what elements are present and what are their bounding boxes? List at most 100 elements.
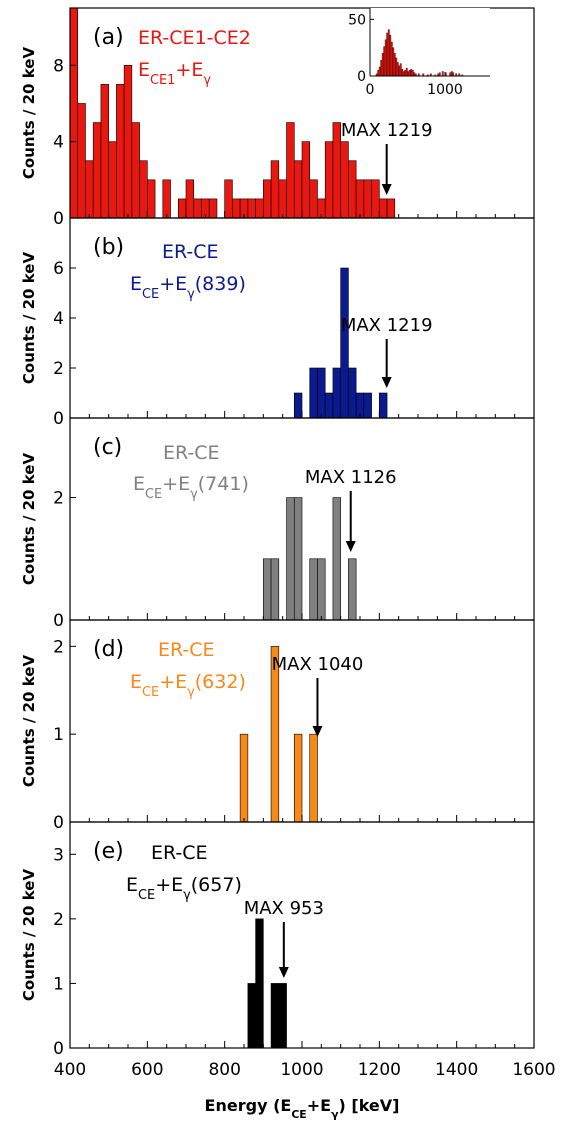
legend-line: ER-CE — [163, 442, 220, 464]
histogram-bar — [309, 179, 318, 219]
y-tick-label: 2 — [53, 910, 64, 930]
histogram-bar — [386, 198, 396, 219]
y-axis-label: Counts / 20 keV — [20, 252, 38, 385]
histogram-bar — [379, 392, 388, 419]
max-annotation: MAX 1219 — [341, 120, 433, 141]
histogram-bar — [317, 558, 326, 621]
histogram-bar — [263, 558, 272, 621]
inset-bar — [383, 46, 386, 77]
y-axis-label: Counts / 20 keV — [20, 47, 38, 180]
histogram-bar — [340, 267, 349, 419]
histogram-bar — [324, 392, 334, 419]
y-axis-label: Counts / 20 keV — [20, 655, 38, 788]
histogram-bar — [92, 122, 102, 219]
histogram-bar — [363, 179, 372, 219]
inset-bar — [380, 59, 383, 77]
histogram-bar — [263, 179, 272, 219]
inset-bar — [396, 62, 399, 77]
y-tick-label: 4 — [53, 309, 64, 329]
x-tick-label: 400 — [54, 1060, 86, 1080]
histogram-bar — [332, 367, 341, 419]
histogram-bar — [255, 198, 264, 219]
histogram-bar — [108, 141, 117, 219]
y-axis-label: Counts / 20 keV — [20, 869, 38, 1002]
histogram-bar — [309, 367, 318, 419]
histogram-bar — [348, 160, 357, 219]
inset-bar — [389, 35, 392, 77]
plot-frame — [69, 217, 535, 419]
y-tick-label: 0 — [53, 611, 64, 631]
histogram-bar — [69, 7, 79, 219]
histogram-bar — [332, 497, 341, 621]
legend-line: ER-CE — [162, 241, 219, 263]
legend-line: ER-CE1-CE2 — [138, 27, 251, 49]
y-tick-label: 0 — [53, 209, 64, 229]
plot-frame — [69, 821, 535, 1049]
inset-bar — [390, 41, 393, 77]
histogram-bar — [85, 160, 94, 219]
histogram-bar — [332, 122, 341, 219]
x-tick-label: 800 — [208, 1060, 240, 1080]
y-tick-label: 4 — [53, 133, 64, 153]
max-arrow-head — [312, 726, 323, 737]
inset-bar — [401, 69, 404, 77]
histogram-bar — [371, 179, 380, 219]
histogram-bar — [224, 179, 233, 219]
legend-line: ECE+Eγ(632) — [130, 671, 246, 700]
inset-bar — [392, 47, 395, 77]
histogram-bar — [131, 122, 140, 219]
y-tick-label: 2 — [53, 637, 64, 657]
panel-label: (e) — [93, 839, 124, 864]
histogram-bar — [232, 198, 241, 219]
panel-e: 0 1 2 3 Counts / 20 keV (e) ER-CE ECE+Eγ(657)MA… — [20, 821, 535, 1059]
inset-bar — [405, 67, 408, 77]
inset-bar — [449, 72, 452, 77]
y-tick-label: 3 — [53, 845, 64, 865]
x-tick-label: 1400 — [435, 1060, 478, 1080]
inset-x-tick-label: 0 — [366, 82, 375, 98]
histogram-bar — [309, 733, 318, 823]
histogram-bar — [293, 160, 303, 219]
inset-bar — [399, 63, 402, 77]
panel-label: (d) — [93, 637, 124, 662]
y-tick-label: 2 — [53, 359, 64, 379]
panel-c: 0 2 Counts / 20 keV (c) ER-CE ECE+Eγ(741) MAX … — [20, 417, 535, 631]
inset-bar — [395, 57, 398, 77]
y-tick-label: 0 — [53, 409, 64, 429]
histogram-bar — [193, 198, 202, 219]
y-tick-label: 6 — [53, 259, 64, 279]
histogram-bar — [270, 160, 280, 219]
legend-line: ECE+Eγ(839) — [130, 273, 246, 302]
histogram-bar — [293, 497, 303, 621]
inset-x-tick-label: 1000 — [427, 82, 463, 98]
panel-label: (c) — [93, 435, 122, 460]
histogram-bar — [363, 392, 372, 419]
histogram-bar — [278, 983, 287, 1049]
x-tick-label: 600 — [131, 1060, 163, 1080]
inset-bar — [441, 71, 444, 77]
inset-bar — [402, 71, 405, 77]
inset-bar — [452, 72, 455, 77]
y-tick-label: 1 — [53, 974, 64, 994]
y-axis-label: Counts / 20 keV — [20, 453, 38, 586]
histogram-bar — [286, 497, 295, 621]
inset-y-tick-label: 0 — [357, 69, 366, 85]
x-tick-label: 1000 — [280, 1060, 323, 1080]
legend-line: ECE1+Eγ — [138, 59, 211, 88]
inset-bar — [411, 70, 414, 77]
inset-bar — [386, 32, 389, 77]
histogram-bar — [247, 983, 256, 1049]
histogram-bar — [177, 198, 187, 219]
histogram-bar — [340, 141, 349, 219]
histogram-bar — [247, 198, 256, 219]
histogram-bar — [270, 558, 280, 621]
inset-bar — [377, 70, 380, 77]
inset-bar — [407, 71, 410, 77]
histogram-bar — [348, 367, 357, 419]
inset-bar — [438, 72, 441, 77]
legend-line: ECE+Eγ(741) — [133, 473, 249, 502]
inset-bar — [381, 53, 384, 77]
histogram-bar — [270, 983, 280, 1049]
